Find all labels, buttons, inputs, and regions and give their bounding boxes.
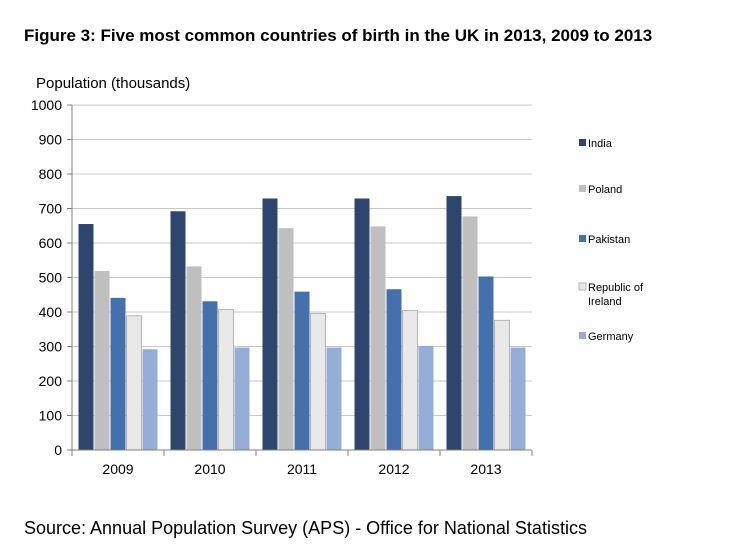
legend-label-germany: Germany	[588, 331, 634, 343]
legend-label-pakistan: Pakistan	[588, 234, 630, 246]
x-tick-label: 2011	[287, 461, 317, 477]
bar-india-2013	[446, 196, 462, 450]
legend-label-india: India	[588, 138, 613, 150]
bar-republic-of-ireland-2013	[494, 319, 510, 451]
chart-title: Figure 3: Five most common countries of …	[24, 26, 653, 45]
bar-republic-of-ireland-2012	[402, 310, 418, 451]
x-tick-label: 2010	[194, 461, 225, 477]
bar-poland-2011	[278, 228, 294, 450]
y-tick-label: 600	[39, 235, 63, 251]
x-tick-label: 2009	[102, 461, 133, 477]
bar-pakistan-2009	[110, 297, 126, 450]
bar-india-2011	[262, 198, 278, 450]
y-tick-label: 0	[54, 442, 62, 458]
legend-swatch-india	[579, 139, 586, 146]
bar-india-2010	[170, 211, 186, 450]
legend-swatch-germany	[579, 332, 586, 339]
y-tick-label: 200	[39, 373, 63, 389]
y-tick-label: 700	[39, 201, 63, 217]
legend-label-republic-of-ireland: Republic of	[588, 282, 644, 294]
y-axis-label: Population (thousands)	[36, 75, 190, 92]
y-tick-label: 500	[39, 270, 63, 286]
bar-germany-2012	[418, 345, 434, 450]
y-tick-label: 100	[39, 408, 63, 424]
bar-poland-2012	[370, 226, 386, 450]
bar-pakistan-2013	[478, 276, 494, 450]
source-note: Source: Annual Population Survey (APS) -…	[24, 518, 587, 538]
axes	[67, 104, 533, 456]
bar-poland-2009	[94, 270, 110, 450]
x-tick-label: 2012	[378, 461, 409, 477]
y-tick-labels: 0 100 200 300 400 500 600 700 800 900 1000	[31, 97, 62, 458]
y-tick-label: 900	[39, 132, 63, 148]
legend-swatch-pakistan	[579, 235, 586, 242]
bar-republic-of-ireland-2011	[310, 312, 326, 451]
bar-republic-of-ireland-2009	[126, 315, 142, 451]
bar-pakistan-2011	[294, 291, 310, 450]
bar-germany-2009	[142, 349, 158, 450]
legend: India Poland Pakistan Republic of Ireland Ger…	[578, 138, 644, 343]
x-tick-label: 2013	[470, 461, 501, 477]
bars	[78, 196, 526, 451]
bar-germany-2011	[326, 347, 342, 450]
bar-poland-2010	[186, 266, 202, 450]
x-tick-labels: 2009 2010 2011 2012 2013	[102, 461, 501, 477]
bar-pakistan-2012	[386, 289, 402, 450]
y-tick-label: 1000	[31, 97, 62, 113]
bar-india-2009	[78, 224, 94, 450]
legend-label-poland: Poland	[588, 184, 622, 196]
y-tick-label: 400	[39, 304, 63, 320]
legend-label-republic-of-ireland: Ireland	[588, 296, 622, 308]
bar-republic-of-ireland-2010	[218, 309, 234, 451]
y-tick-label: 300	[39, 339, 63, 355]
bar-germany-2013	[510, 347, 526, 450]
bar-pakistan-2010	[202, 301, 218, 450]
bar-germany-2010	[234, 347, 250, 450]
legend-swatch-republic-of-ireland	[578, 282, 587, 291]
y-tick-label: 800	[39, 166, 63, 182]
bar-india-2012	[354, 198, 370, 450]
legend-swatch-poland	[579, 185, 586, 192]
bar-poland-2013	[462, 216, 478, 450]
